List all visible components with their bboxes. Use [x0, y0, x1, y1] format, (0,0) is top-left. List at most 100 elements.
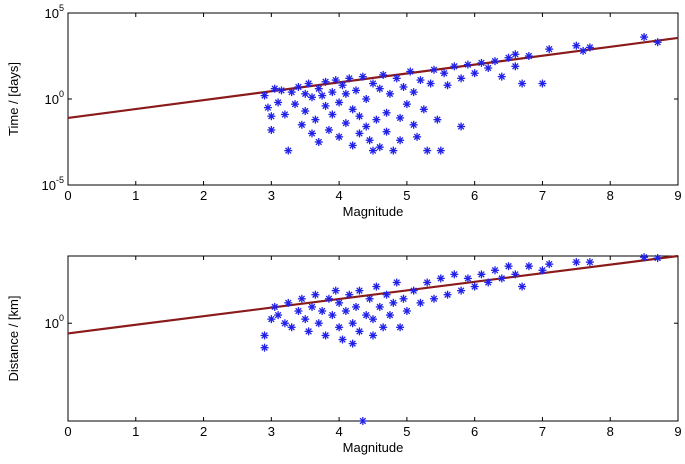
data-point [348, 339, 357, 348]
data-point [297, 120, 306, 129]
data-point [436, 274, 445, 283]
data-point [443, 81, 452, 90]
data-point [572, 41, 581, 50]
data-point [274, 311, 283, 320]
data-point [402, 100, 411, 109]
data-point [287, 88, 296, 97]
data-point [358, 417, 367, 425]
distance-vs-magnitude-panel: 0 1 2 3 4 5 6 7 8 9 100 Magnitude Distance / [km] [6, 253, 682, 455]
data-point [389, 298, 398, 307]
data-point [392, 278, 401, 287]
x-tick-label: 1 [132, 424, 139, 439]
data-point [511, 270, 520, 279]
data-point [399, 294, 408, 303]
data-point [497, 72, 506, 81]
y-tick-label: 105 [45, 3, 64, 21]
data-point [423, 146, 432, 155]
data-point [324, 294, 333, 303]
plot-area [67, 12, 679, 186]
data-point [375, 302, 384, 311]
data-point [416, 298, 425, 307]
data-point [409, 120, 418, 129]
data-point [379, 70, 388, 79]
data-point [318, 91, 327, 100]
data-point [345, 74, 354, 83]
x-tick-label: 3 [268, 188, 275, 203]
data-point [280, 110, 289, 119]
x-tick-label: 4 [335, 188, 342, 203]
data-point [440, 69, 449, 78]
data-point [321, 77, 330, 86]
data-point [331, 286, 340, 295]
x-tick-label: 5 [403, 424, 410, 439]
data-point [399, 82, 408, 91]
data-point [396, 136, 405, 145]
fit-line [67, 36, 679, 120]
data-point [372, 115, 381, 124]
data-point [321, 331, 330, 340]
x-tick-label: 8 [607, 188, 614, 203]
data-point [365, 136, 374, 145]
data-point [267, 112, 276, 121]
data-point [385, 311, 394, 320]
data-point [372, 282, 381, 291]
data-point [413, 132, 422, 141]
fit-line [67, 254, 679, 335]
x-tick-label: 2 [200, 424, 207, 439]
data-point [280, 319, 289, 328]
data-point [504, 53, 513, 62]
data-point [585, 43, 594, 52]
data-point [348, 105, 357, 114]
data-point [396, 323, 405, 332]
data-point [484, 64, 493, 73]
data-point [579, 46, 588, 55]
data-point [369, 146, 377, 155]
data-point [457, 122, 466, 131]
data-point [518, 79, 527, 88]
data-point [297, 294, 306, 303]
data-point [443, 290, 452, 299]
data-point [335, 323, 344, 332]
data-point [409, 88, 418, 97]
data-point [538, 266, 547, 275]
data-point [396, 113, 405, 122]
data-point [328, 88, 337, 97]
y-tick-label: 10-5 [42, 175, 64, 193]
data-point [653, 254, 662, 263]
data-point [324, 125, 333, 134]
data-point [358, 72, 367, 81]
x-tick-label: 7 [539, 188, 546, 203]
data-point [335, 298, 344, 307]
data-point [277, 86, 286, 95]
data-point [294, 307, 303, 315]
data-point [267, 315, 276, 324]
data-point [345, 290, 354, 299]
data-point [355, 286, 364, 295]
data-point [328, 311, 337, 320]
x-tick-label: 0 [64, 188, 71, 203]
data-point [328, 110, 337, 119]
data-point [518, 282, 527, 291]
data-point [406, 67, 415, 76]
data-point [545, 260, 554, 269]
data-point [385, 89, 394, 98]
data-point [640, 253, 649, 262]
data-point [477, 270, 486, 279]
data-point [653, 38, 662, 47]
x-tick-label: 5 [403, 188, 410, 203]
x-tick-label: 7 [539, 424, 546, 439]
data-point [260, 343, 269, 352]
data-point [294, 82, 303, 91]
x-tick-label: 2 [200, 188, 207, 203]
data-point [335, 98, 344, 107]
data-point [450, 270, 459, 279]
x-tick-label: 6 [471, 424, 478, 439]
data-point [260, 91, 269, 100]
data-point [430, 65, 438, 74]
data-point [369, 79, 377, 88]
data-point [402, 307, 411, 315]
data-point [314, 84, 323, 93]
y-axis-label: Time / [days] [6, 62, 21, 136]
data-point [470, 69, 479, 78]
